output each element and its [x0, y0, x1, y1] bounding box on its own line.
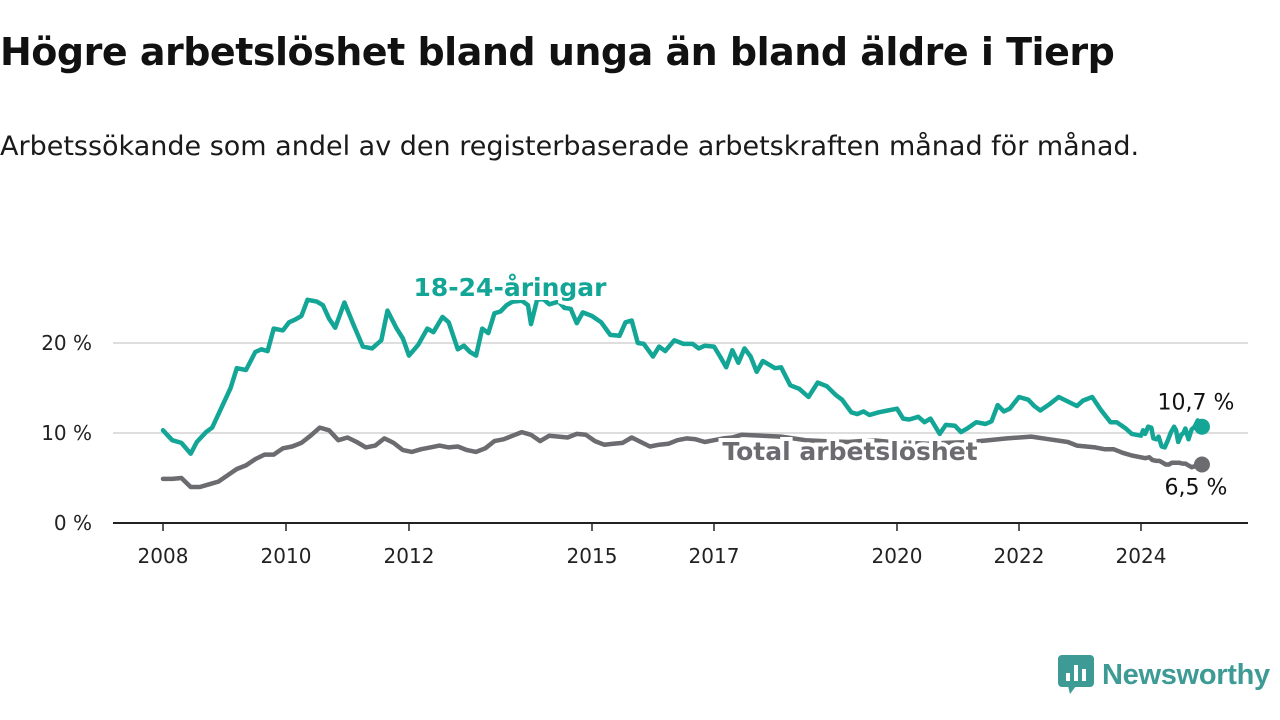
series-label-total: Total arbetslöshet — [722, 437, 977, 466]
y-tick-label: 0 % — [54, 511, 92, 535]
series-end-marker — [1193, 456, 1210, 473]
x-tick-label: 2017 — [689, 544, 740, 568]
chart-subtitle: Arbetssökande som andel av den registerb… — [0, 131, 1140, 162]
line-chart: 0 % 10 % 20 % 2008 2010 2012 2015 2017 2020 2022 2… — [41, 269, 1248, 568]
chart-labels: 18-24-åringar Total arbetslöshet 10,7 % 6,5… — [410, 269, 1235, 501]
newsworthy-logo-icon — [1058, 655, 1094, 694]
x-tick-label: 2008 — [138, 544, 189, 568]
y-tick-label: 10 % — [41, 421, 92, 445]
y-tick-label: 20 % — [41, 331, 92, 355]
series-line — [160, 296, 1205, 456]
series-line — [160, 425, 1205, 490]
x-tick-label: 2024 — [1116, 544, 1167, 568]
series-end-marker — [1193, 418, 1210, 435]
end-label-total: 6,5 % — [1165, 476, 1228, 501]
x-tick-label: 2020 — [872, 544, 923, 568]
x-tick-label: 2022 — [994, 544, 1045, 568]
newsworthy-logo: Newsworthy — [1058, 654, 1270, 696]
chart-title: Högre arbetslöshet bland unga än bland ä… — [0, 30, 1115, 74]
axes: 0 % 10 % 20 % 2008 2010 2012 2015 2017 2020 2022 2… — [41, 331, 1248, 568]
x-tick-label: 2012 — [384, 544, 435, 568]
x-tick-label: 2010 — [261, 544, 312, 568]
grid-lines — [113, 342, 1248, 434]
x-tick-label: 2015 — [567, 544, 618, 568]
series-lines — [160, 296, 1210, 490]
series-label-youth: 18-24-åringar — [414, 273, 608, 302]
brand-name: Newsworthy — [1102, 658, 1270, 691]
end-label-youth: 10,7 % — [1158, 391, 1235, 416]
